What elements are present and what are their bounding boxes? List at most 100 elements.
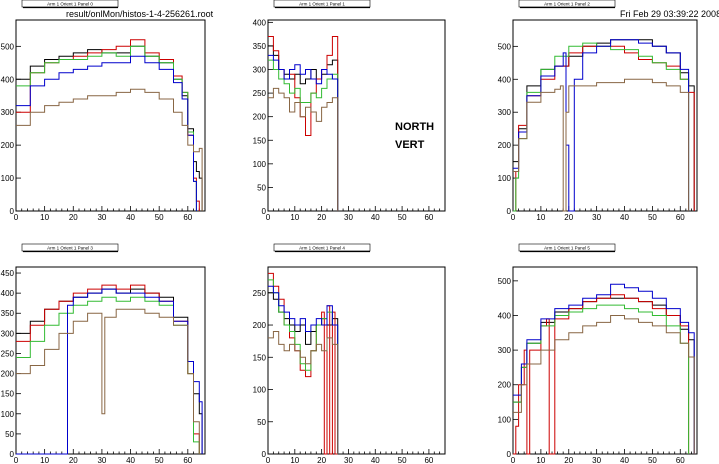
x-tick-label: 0 bbox=[511, 213, 516, 222]
x-tick-label: 30 bbox=[344, 213, 353, 222]
y-tick-label: 300 bbox=[253, 66, 267, 75]
series-brown bbox=[513, 78, 690, 212]
file-label: result/onlMon/histos-1-4-256261.root bbox=[66, 9, 214, 19]
y-tick-label: 400 bbox=[253, 18, 267, 27]
series-green bbox=[513, 304, 690, 454]
panel-3: Arm 1 Orient 1 Panel 3 0 10 20 30 40 50 60 0 50 10… bbox=[1, 243, 206, 464]
x-tick-label: 10 bbox=[40, 213, 49, 222]
x-tick-label: 60 bbox=[183, 456, 192, 464]
series-blue bbox=[268, 285, 339, 454]
series-brown bbox=[268, 87, 339, 211]
y-tick-label: 100 bbox=[498, 174, 512, 183]
x-tick-label: 30 bbox=[592, 213, 601, 222]
y-tick-label: 0 bbox=[262, 450, 267, 459]
y-tick-label: 400 bbox=[1, 75, 15, 84]
plot-frame bbox=[267, 19, 446, 212]
y-tick-label: 250 bbox=[1, 349, 15, 358]
series-red bbox=[513, 294, 690, 455]
y-tick-label: 100 bbox=[1, 410, 15, 419]
y-tick-label: 250 bbox=[253, 289, 267, 298]
x-tick-label: 30 bbox=[344, 456, 353, 464]
y-tick-label: 0 bbox=[262, 207, 267, 216]
x-tick-label: 10 bbox=[536, 456, 545, 464]
x-tick-label: 0 bbox=[14, 456, 19, 464]
x-tick-label: 50 bbox=[155, 213, 164, 222]
x-tick-label: 50 bbox=[648, 456, 657, 464]
x-tick-label: 0 bbox=[14, 213, 19, 222]
panel-1: Arm 1 Orient 1 Panel 1 0 10 20 30 40 50 60 0 50 10… bbox=[253, 0, 446, 222]
y-tick-label: 0 bbox=[10, 207, 15, 216]
x-tick-label: 40 bbox=[620, 213, 629, 222]
y-tick-label: 250 bbox=[253, 89, 267, 98]
x-tick-label: 30 bbox=[592, 456, 601, 464]
y-tick-label: 350 bbox=[1, 309, 15, 318]
series-black bbox=[513, 297, 695, 454]
series-green bbox=[16, 45, 197, 211]
x-tick-label: 0 bbox=[266, 456, 271, 464]
series-black bbox=[16, 45, 203, 211]
y-tick-label: 150 bbox=[253, 353, 267, 362]
overlay-north: NORTH bbox=[395, 121, 435, 133]
series-brown bbox=[16, 88, 203, 211]
x-tick-label: 40 bbox=[620, 456, 629, 464]
x-tick-label: 10 bbox=[290, 456, 299, 464]
x-tick-label: 10 bbox=[290, 213, 299, 222]
x-tick-label: 20 bbox=[69, 213, 78, 222]
x-tick-label: 20 bbox=[317, 213, 326, 222]
series-green bbox=[16, 296, 200, 454]
y-tick-label: 350 bbox=[253, 42, 267, 51]
plot-frame bbox=[512, 266, 698, 455]
plot-frame bbox=[267, 266, 446, 455]
x-tick-label: 40 bbox=[371, 456, 380, 464]
x-tick-label: 20 bbox=[564, 213, 573, 222]
y-tick-label: 500 bbox=[498, 277, 512, 286]
panel-title: Arm 1 Orient 1 Panel 1 bbox=[299, 2, 345, 7]
x-tick-label: 60 bbox=[676, 213, 685, 222]
x-tick-label: 40 bbox=[126, 456, 135, 464]
x-tick-label: 20 bbox=[564, 456, 573, 464]
x-tick-label: 0 bbox=[511, 456, 516, 464]
panel-title: Arm 1 Orient 1 Panel 0 bbox=[47, 2, 93, 7]
plot-frame bbox=[512, 19, 698, 212]
series-brown bbox=[268, 331, 339, 454]
series-black bbox=[513, 39, 695, 211]
timestamp: Fri Feb 29 03:39:22 2008 bbox=[620, 9, 719, 19]
y-tick-label: 400 bbox=[498, 311, 512, 320]
series-blue bbox=[268, 54, 339, 211]
series-red bbox=[16, 39, 200, 211]
panel-title: Arm 1 Orient 1 Panel 3 bbox=[47, 246, 93, 251]
y-tick-label: 50 bbox=[257, 183, 266, 192]
y-tick-label: 150 bbox=[253, 136, 267, 145]
panel-4: Arm 1 Orient 1 Panel 4 0 10 20 30 40 50 60 0 50 10… bbox=[253, 243, 446, 464]
panel-title: Arm 1 Orient 1 Panel 2 bbox=[544, 2, 590, 7]
y-tick-label: 200 bbox=[498, 141, 512, 150]
y-tick-label: 150 bbox=[1, 390, 15, 399]
series-red bbox=[16, 284, 200, 454]
x-tick-label: 0 bbox=[266, 213, 271, 222]
y-tick-label: 400 bbox=[1, 289, 15, 298]
x-tick-label: 50 bbox=[398, 213, 407, 222]
panel-title: Arm 1 Orient 1 Panel 5 bbox=[544, 246, 590, 251]
series-brown bbox=[513, 315, 695, 454]
x-tick-label: 30 bbox=[97, 213, 106, 222]
series-blue bbox=[513, 283, 695, 454]
y-tick-label: 400 bbox=[498, 75, 512, 84]
x-tick-label: 50 bbox=[398, 456, 407, 464]
panel-title: Arm 1 Orient 1 Panel 4 bbox=[299, 246, 345, 251]
x-tick-label: 60 bbox=[424, 456, 433, 464]
panel-0: Arm 1 Orient 1 Panel 0 0 10 20 30 40 50 60 0 100 2… bbox=[1, 0, 206, 222]
series-black bbox=[16, 288, 203, 454]
x-tick-label: 20 bbox=[317, 456, 326, 464]
plot-frame bbox=[15, 19, 206, 212]
series-blue bbox=[16, 55, 197, 211]
y-tick-label: 0 bbox=[10, 450, 15, 459]
y-tick-label: 100 bbox=[253, 160, 267, 169]
x-tick-label: 50 bbox=[155, 456, 164, 464]
x-tick-label: 20 bbox=[69, 456, 78, 464]
panel-5: Arm 1 Orient 1 Panel 5 0 10 20 30 40 50 60 0 100 2… bbox=[498, 243, 698, 464]
panel-2: Arm 1 Orient 1 Panel 2 0 10 20 30 40 50 60 0 100 2… bbox=[498, 0, 698, 222]
x-tick-label: 60 bbox=[183, 213, 192, 222]
y-tick-label: 0 bbox=[507, 450, 512, 459]
y-tick-label: 300 bbox=[498, 108, 512, 117]
